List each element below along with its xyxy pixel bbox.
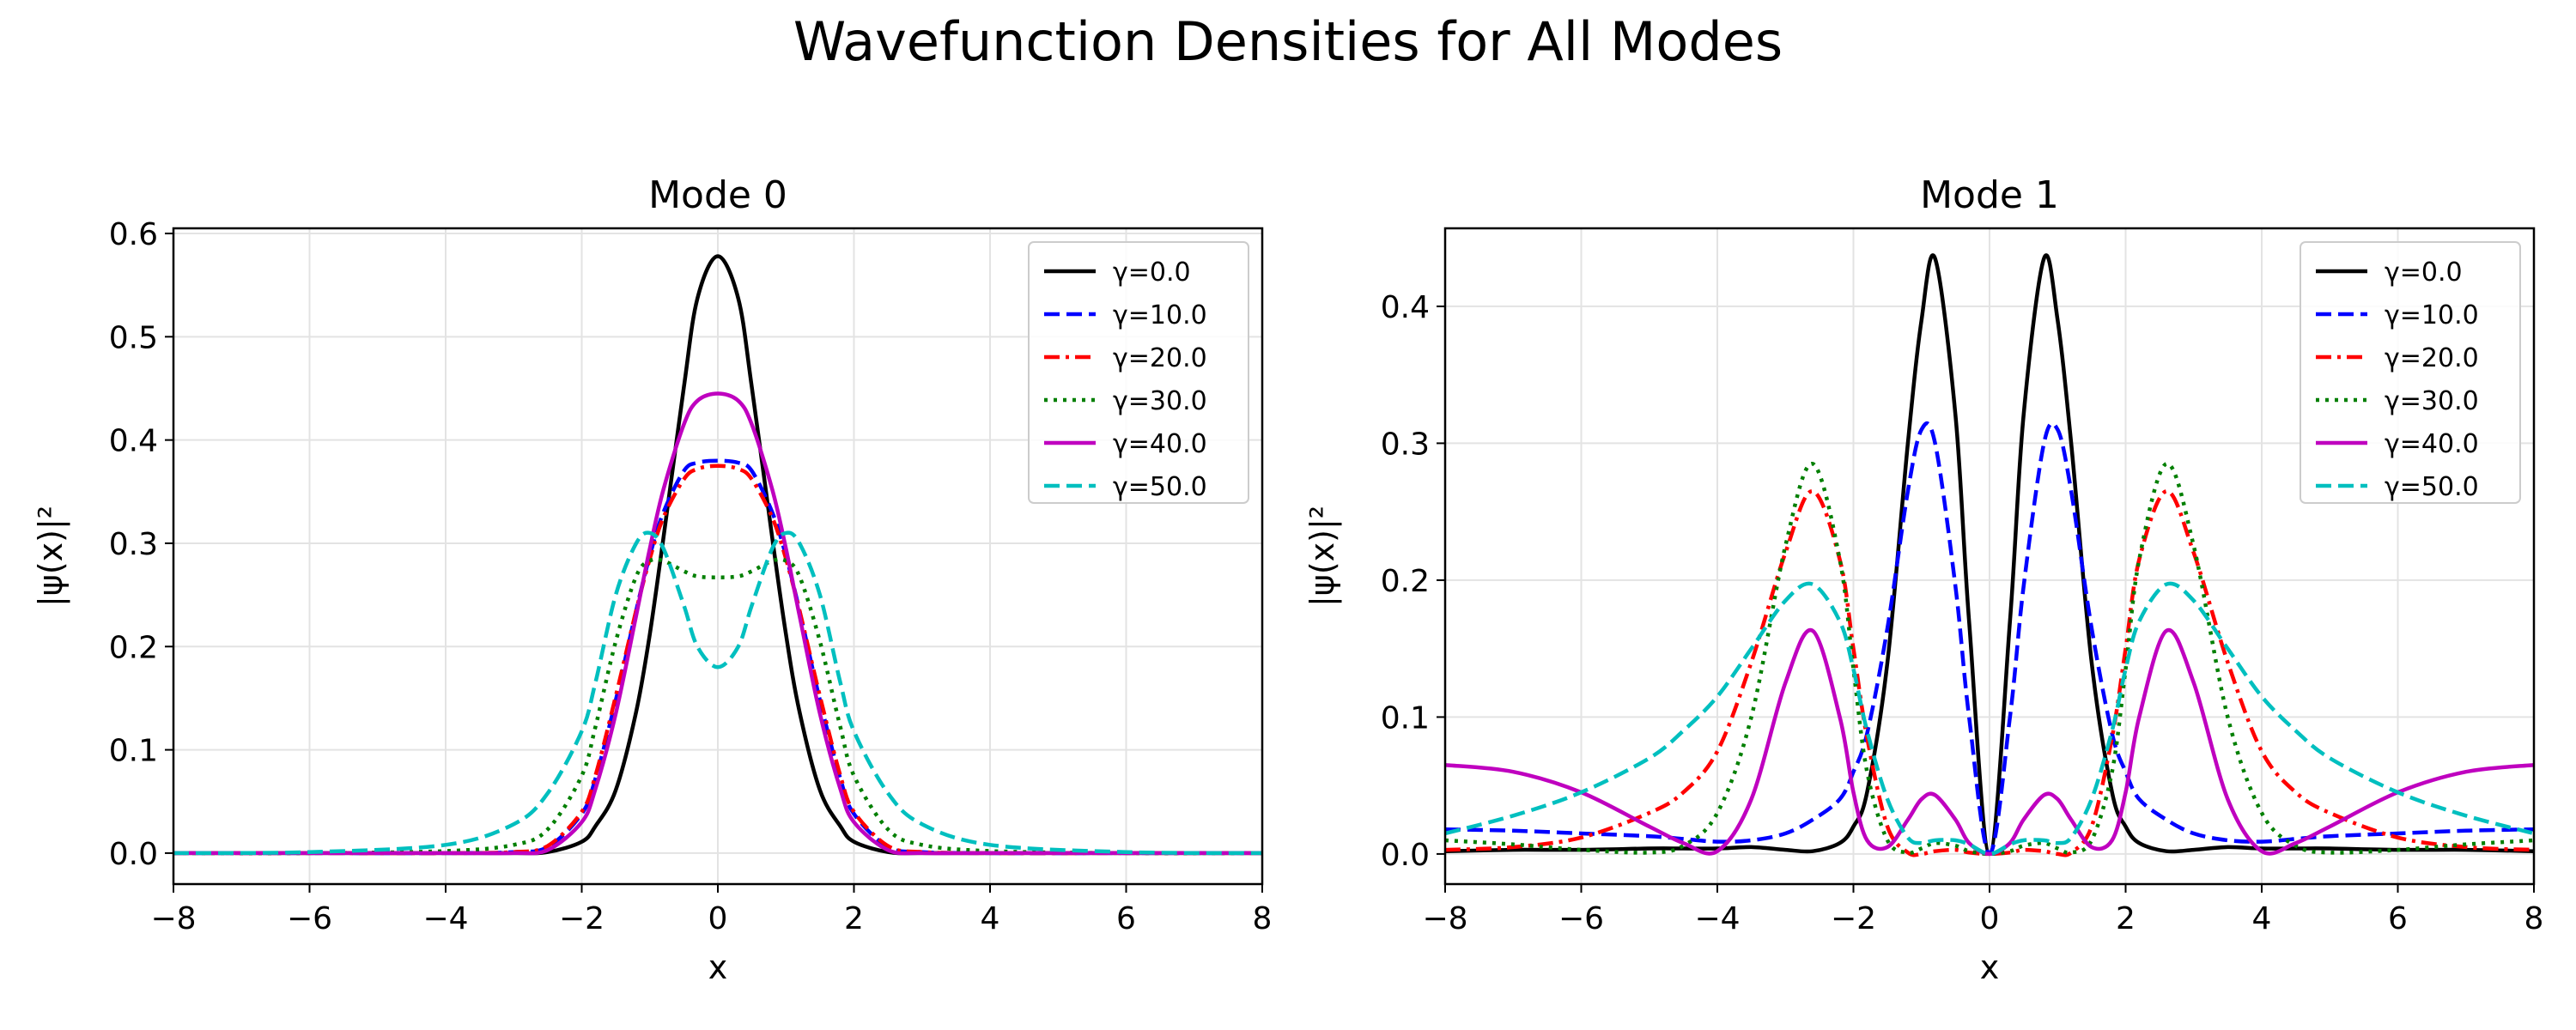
x-tick-label: −2 xyxy=(559,901,605,936)
x-tick-label: 6 xyxy=(2388,901,2408,936)
x-tick-label: −6 xyxy=(1558,901,1604,936)
x-tick-label: −6 xyxy=(287,901,332,936)
series-line-2 xyxy=(173,464,1262,856)
legend-label-2: γ=20.0 xyxy=(2385,343,2479,373)
y-tick-label: 0.1 xyxy=(1381,700,1430,736)
series-line-3 xyxy=(1445,462,2534,857)
y-tick-label: 0.4 xyxy=(109,424,158,459)
series-lines xyxy=(1445,253,2534,857)
chart-title: Mode 0 xyxy=(648,173,787,217)
legend-label-5: γ=50.0 xyxy=(2385,472,2479,502)
ticks: −8 −6 −4 −2 0 2 4 6 8 0.0 0.1 0.2 0.3 0.4 xyxy=(1381,290,2544,936)
y-tick-label: 0.0 xyxy=(109,837,158,872)
y-tick-label: 0.5 xyxy=(109,320,158,355)
y-tick-label: 0.2 xyxy=(1381,564,1430,599)
series-lines xyxy=(173,254,1262,856)
x-tick-label: −8 xyxy=(1422,901,1467,936)
series-line-5 xyxy=(173,530,1262,856)
legend-label-1: γ=10.0 xyxy=(1113,300,1207,330)
x-tick-label: 0 xyxy=(1980,901,2000,936)
series-line-4 xyxy=(173,391,1262,856)
ticks: −8 −6 −4 −2 0 2 4 6 8 0.0 0.1 0.2 0.3 0.4 0.5 0.6 xyxy=(109,217,1273,936)
x-axis-label: x xyxy=(708,948,728,986)
x-tick-label: 0 xyxy=(708,901,728,936)
y-tick-label: 0.2 xyxy=(109,630,158,665)
legend-label-2: γ=20.0 xyxy=(1113,343,1207,373)
x-tick-label: 6 xyxy=(1116,901,1136,936)
series-line-0 xyxy=(173,254,1262,856)
series-line-4 xyxy=(1445,627,2534,857)
legend-label-3: γ=30.0 xyxy=(2385,386,2479,416)
x-tick-label: 4 xyxy=(981,901,1000,936)
y-tick-label: 0.6 xyxy=(109,217,158,252)
legend: γ=0.0 γ=10.0 γ=20.0 γ=30.0 γ=40.0 γ=50.0 xyxy=(1028,241,1249,504)
legend-label-0: γ=0.0 xyxy=(1113,258,1191,288)
y-tick-label: 0.0 xyxy=(1381,838,1430,873)
x-tick-label: −4 xyxy=(422,901,468,936)
legend-label-3: γ=30.0 xyxy=(1113,386,1207,416)
legend-label-4: γ=40.0 xyxy=(1113,429,1207,459)
chart-mode-0: −8 −6 −4 −2 0 2 4 6 8 0.0 0.1 0.2 0.3 0.4 0.5 0.6 Mode 0… xyxy=(32,173,1273,986)
figure-title: Wavefunction Densities for All Modes xyxy=(793,10,1783,73)
x-tick-label: 2 xyxy=(2116,901,2136,936)
x-tick-label: −8 xyxy=(150,901,196,936)
y-axis-label: |ψ(x)|² xyxy=(32,506,70,607)
series-line-1 xyxy=(173,458,1262,856)
y-tick-label: 0.3 xyxy=(1381,427,1430,462)
y-axis-label: |ψ(x)|² xyxy=(1303,506,1342,607)
legend-box xyxy=(2300,241,2521,504)
legend: γ=0.0 γ=10.0 γ=20.0 γ=30.0 γ=40.0 γ=50.0 xyxy=(2300,241,2521,504)
chart-title: Mode 1 xyxy=(1920,173,2059,217)
x-tick-label: 2 xyxy=(844,901,864,936)
x-tick-label: 4 xyxy=(2252,901,2272,936)
series-line-2 xyxy=(1445,488,2534,857)
x-tick-label: −2 xyxy=(1831,901,1876,936)
legend-label-0: γ=0.0 xyxy=(2385,258,2463,288)
legend-label-5: γ=50.0 xyxy=(1113,472,1207,502)
x-axis-label: x xyxy=(1980,948,2000,986)
chart-mode-1: −8 −6 −4 −2 0 2 4 6 8 0.0 0.1 0.2 0.3 0.4 Mode 1 x |ψ(x)… xyxy=(1303,173,2544,986)
y-tick-label: 0.4 xyxy=(1381,290,1430,325)
y-tick-label: 0.3 xyxy=(109,527,158,562)
x-tick-label: −4 xyxy=(1694,901,1740,936)
x-tick-label: 8 xyxy=(2524,901,2544,936)
y-tick-label: 0.1 xyxy=(109,734,158,769)
legend-box xyxy=(1028,241,1249,504)
legend-label-1: γ=10.0 xyxy=(2385,300,2479,330)
x-tick-label: 8 xyxy=(1253,901,1273,936)
legend-label-4: γ=40.0 xyxy=(2385,429,2479,459)
